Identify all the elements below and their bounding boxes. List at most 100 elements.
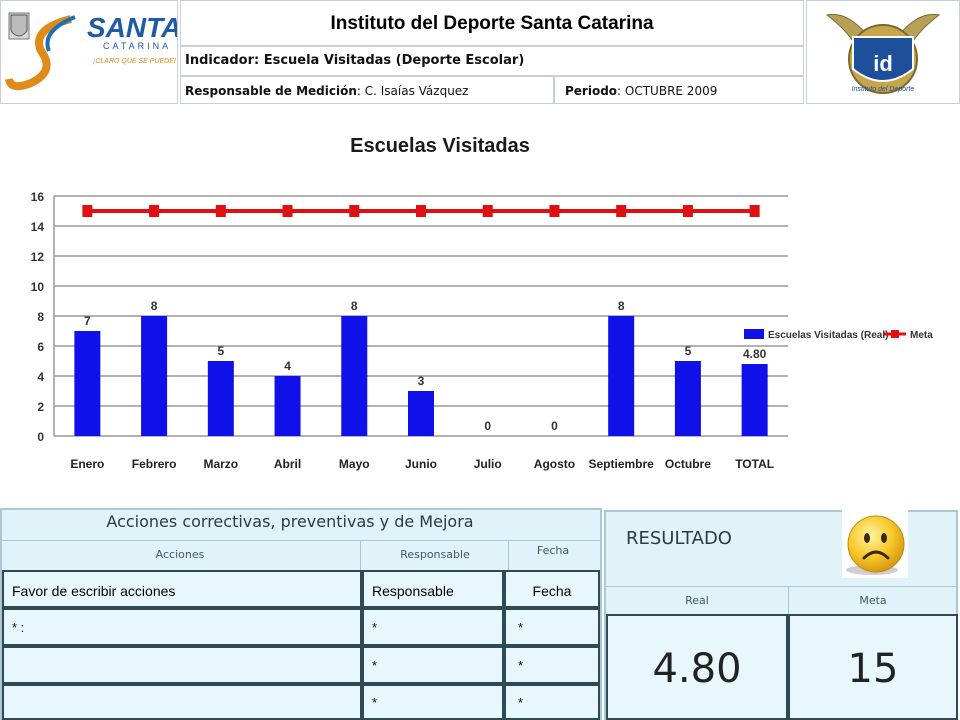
action-input[interactable]: * : [2,608,362,646]
col-header-fecha: Fecha [536,544,570,557]
fecha-input[interactable]: * [504,684,600,720]
swoosh-icon [5,15,73,91]
responsable-value: C. Isaías Vázquez [364,84,469,98]
bar [274,376,301,436]
x-tick-label: TOTAL [735,457,774,471]
meta-value-box: 15 [788,614,958,720]
meta-marker [682,205,693,217]
y-tick-label: 2 [37,400,44,414]
bar-value-label: 8 [151,299,158,313]
logo-left-text: SANTA [87,12,177,43]
responsable-text: * [372,620,378,635]
header-logo-right-box: id Instituto del Deporte [806,0,960,104]
responsable-text: * [372,695,378,710]
responsable-input[interactable]: * [362,646,504,684]
fecha-text: * [518,620,524,635]
x-tick-label: Junio [405,457,437,471]
action-text: * : [12,620,25,635]
meta-marker [215,205,226,217]
responsable-input[interactable]: Responsable [362,570,504,608]
meta-marker [616,205,627,217]
meta-marker [282,205,293,217]
periodo-line: Periodo: OCTUBRE 2009 [565,84,718,98]
page-title: Instituto del Deporte Santa Catarina [330,13,654,34]
sad-face-icon [846,515,905,575]
action-text: Favor de escribir acciones [12,583,176,599]
responsable-text: * [372,658,378,673]
fecha-text: Fecha [532,583,572,599]
eagle-wings-icon [825,13,941,42]
y-tick-label: 10 [31,280,45,294]
logo-right-text: id [873,51,893,76]
x-tick-label: Marzo [203,457,238,471]
y-tick-label: 6 [37,340,44,354]
x-tick-label: Febrero [132,457,177,471]
indicator-label: Indicador: Escuela Visitadas (Deporte Es… [185,53,525,68]
fecha-input[interactable]: * [504,646,600,684]
fecha-text: * [518,658,524,673]
bar-value-label: 7 [84,314,91,328]
responsable-input[interactable]: * [362,608,504,646]
face-icon-box [842,510,908,578]
chart-title: Escuelas Visitadas [350,135,530,157]
y-tick-label: 4 [37,370,44,384]
header-title-box: Instituto del Deporte Santa Catarina [180,0,804,46]
x-tick-label: Abril [274,457,301,471]
x-tick-label: Septiembre [589,457,655,471]
col-header-acciones: Acciones [155,548,205,561]
fecha-input[interactable]: Fecha [504,570,600,608]
instituto-deporte-logo: id Instituto del Deporte [825,13,941,94]
meta-value: 15 [847,646,899,692]
bar-value-label: 5 [217,344,224,358]
logo-right-sub: Instituto del Deporte [852,86,915,93]
logo-left-slogan: ¡CLARO QUE SE PUEDE! [93,58,176,65]
col-header-responsable: Responsable [400,548,470,561]
meta-marker [549,205,560,217]
fecha-input[interactable]: * [504,608,600,646]
x-tick-label: Mayo [339,457,370,471]
coat-of-arms-icon [8,12,30,40]
y-tick-label: 12 [31,250,45,264]
bar-value-label: 8 [618,299,625,313]
x-tick-label: Enero [70,457,104,471]
logo-left-sub: CATARINA [103,41,171,51]
header-responsable-box: Responsable de Medición: C. Isaías Vázqu… [180,76,554,104]
bar-value-label: 0 [551,419,558,433]
y-tick-label: 8 [37,310,44,324]
real-value-box: 4.80 [606,614,788,720]
bar [341,316,368,436]
action-input[interactable]: Favor de escribir acciones [2,570,362,608]
real-value: 4.80 [652,646,742,692]
meta-marker [82,205,93,217]
bar [408,391,434,436]
meta-marker [749,205,760,217]
y-tick-label: 0 [37,430,44,444]
fecha-text: * [518,695,524,710]
responsable-key: Responsable de Medición [185,84,357,98]
meta-marker [482,205,493,217]
shield-icon [852,36,914,82]
bar-value-label: 5 [685,344,692,358]
legend-label-meta: Meta [910,330,933,341]
meta-marker [349,205,360,217]
legend-label-real: Escuelas Visitadas (Real) [768,330,888,341]
bar-value-label: 3 [418,374,425,388]
meta-label: Meta [859,594,887,607]
x-tick-label: Agosto [534,457,575,471]
bar [141,316,168,436]
bar [741,364,768,436]
legend-swatch-real [744,329,764,339]
responsable-input[interactable]: * [362,684,504,720]
meta-marker [149,205,160,217]
bar [608,316,635,436]
action-input[interactable] [2,646,362,684]
header-periodo-box: Periodo: OCTUBRE 2009 [554,76,804,104]
bar [74,331,101,436]
x-tick-label: Julio [474,457,502,471]
bar [674,361,701,436]
meta-marker [416,205,426,217]
bar [207,361,234,436]
real-label: Real [685,594,709,607]
periodo-value: OCTUBRE 2009 [624,84,718,98]
action-input[interactable] [2,684,362,720]
